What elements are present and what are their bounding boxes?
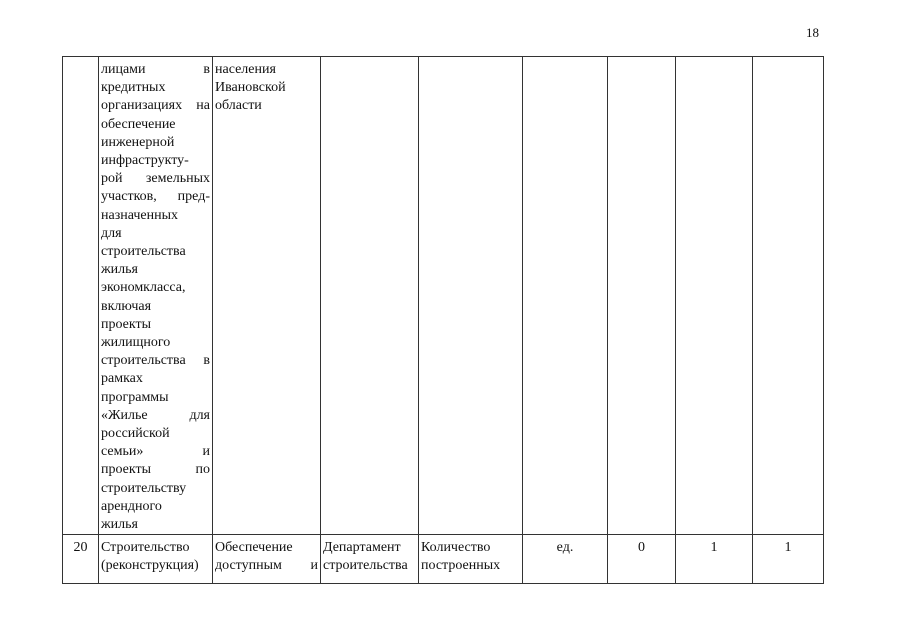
text-line: доступным и xyxy=(215,558,318,574)
text-line: для xyxy=(101,225,122,241)
text-line: обеспечение xyxy=(101,116,176,132)
value-1 xyxy=(607,55,676,536)
text-line: построенных xyxy=(421,558,501,574)
text-line: рамках xyxy=(101,371,143,387)
table-row: лицами в кредитных организациях на обеспече… xyxy=(62,55,824,536)
text-line: арендного xyxy=(101,498,162,514)
table-row: 20 Строительство (реконструкция) Обеспече… xyxy=(62,534,824,585)
text-line: лицами в xyxy=(101,62,210,77)
text-line: российской xyxy=(101,426,170,442)
text-line: Строительство xyxy=(101,540,190,556)
text-line: рой земельных xyxy=(101,171,210,187)
text-line: кредитных xyxy=(101,80,166,96)
text-line: Обеспечение xyxy=(215,540,293,556)
text-line: проекты по xyxy=(101,462,210,478)
text-line: жилья xyxy=(101,262,138,278)
executor: Департамент строительства xyxy=(320,534,419,585)
text-line: включая xyxy=(101,298,152,314)
page-number: 18 xyxy=(806,25,819,40)
text-line: инфраструкту- xyxy=(101,153,189,169)
text-line: жилья xyxy=(101,517,138,533)
text-line: области xyxy=(215,98,262,114)
value-3 xyxy=(752,55,824,536)
text-line: организациях на xyxy=(101,98,210,114)
text-line: Департамент xyxy=(323,540,401,556)
text-line: строительства xyxy=(323,558,408,574)
text-line: проекты xyxy=(101,316,152,332)
unit xyxy=(522,55,608,536)
text-line: населения xyxy=(215,62,276,77)
indicator: Количество построенных xyxy=(418,534,523,585)
text-line: строительству xyxy=(101,480,187,496)
measure-name: Строительство (реконструкция) xyxy=(98,534,213,585)
text-line: Количество xyxy=(421,540,491,556)
row-number xyxy=(62,55,99,536)
text-line: Ивановской xyxy=(215,80,286,96)
text-line: участков, пред- xyxy=(101,189,210,205)
measure-goal: Обеспечение доступным и xyxy=(212,534,321,585)
text-line: экономкласса, xyxy=(101,280,186,296)
text-line: инженерной xyxy=(101,134,175,150)
document-table: лицами в кредитных организациях на обеспече… xyxy=(62,55,824,585)
text-line: жилищного xyxy=(101,335,171,351)
text-line: назначенных xyxy=(101,207,179,223)
text-line: «Жилье для xyxy=(101,407,210,423)
text-line: программы xyxy=(101,389,169,405)
executor xyxy=(320,55,419,536)
indicator xyxy=(418,55,523,536)
measure-name: лицами в кредитных организациях на обеспече… xyxy=(98,55,213,536)
text-line: семьи» и xyxy=(101,444,210,460)
row-number: 20 xyxy=(62,534,99,585)
value-2: 1 xyxy=(675,534,753,585)
unit: ед. xyxy=(522,534,608,585)
value-3: 1 xyxy=(752,534,824,585)
value-1: 0 xyxy=(607,534,676,585)
text-line: строительства xyxy=(101,244,186,260)
text-line: (реконструкция) xyxy=(101,558,199,574)
text-line: строительства в xyxy=(101,353,210,369)
measure-goal: населения Ивановской области xyxy=(212,55,321,536)
value-2 xyxy=(675,55,753,536)
